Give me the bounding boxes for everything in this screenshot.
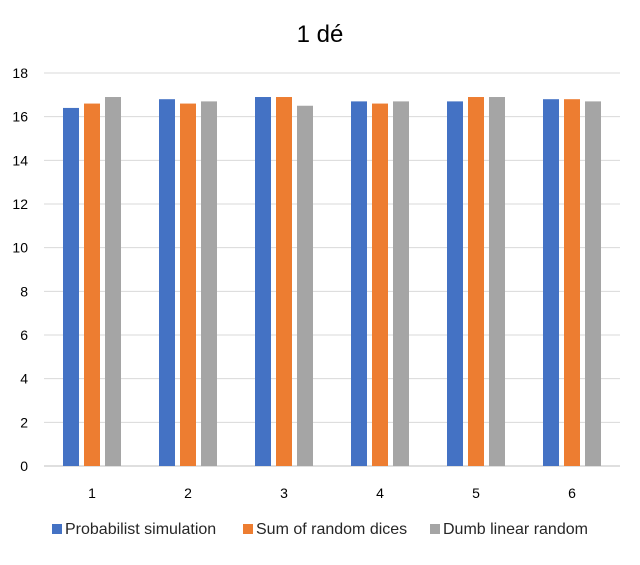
bar-1-3	[255, 97, 271, 467]
x-axis-tick-labels: 1 2 3 4 5 6	[88, 485, 576, 501]
legend-label: Dumb linear random	[443, 521, 588, 538]
legend-swatch	[430, 524, 440, 534]
x-tick-label: 6	[568, 485, 576, 501]
y-tick-label: 14	[12, 152, 28, 168]
bar-1-2	[159, 99, 175, 466]
x-tick-label: 3	[280, 485, 288, 501]
x-tick-label: 2	[184, 485, 192, 501]
bars	[63, 97, 601, 467]
x-tick-label: 4	[376, 485, 384, 501]
bar-3-4	[393, 101, 409, 466]
bar-3-1	[105, 97, 121, 467]
bar-3-6	[585, 101, 601, 466]
y-tick-label: 0	[20, 458, 28, 474]
bar-2-1	[84, 103, 100, 467]
legend: Probabilist simulation Sum of random dice…	[52, 521, 588, 538]
bar-2-2	[180, 103, 196, 467]
bar-3-5	[489, 97, 505, 467]
y-tick-label: 16	[12, 109, 28, 125]
gridlines	[44, 72, 620, 467]
chart-title: 1 dé	[297, 21, 344, 48]
bar-2-5	[468, 97, 484, 467]
y-tick-label: 6	[20, 327, 28, 343]
bar-1-6	[543, 99, 559, 466]
x-tick-label: 5	[472, 485, 480, 501]
bar-1-5	[447, 101, 463, 466]
y-tick-label: 4	[20, 371, 28, 387]
bar-2-6	[564, 99, 580, 466]
y-tick-label: 2	[20, 414, 28, 430]
y-tick-label: 8	[20, 283, 28, 299]
bar-3-2	[201, 101, 217, 466]
bar-2-4	[372, 103, 388, 467]
x-tick-label: 1	[88, 485, 96, 501]
y-tick-label: 10	[12, 240, 28, 256]
y-tick-label: 12	[12, 196, 28, 212]
bar-2-3	[276, 97, 292, 467]
y-axis-tick-labels: 0 2 4 6 8 10 12 14 16 18	[12, 65, 28, 474]
legend-label: Probabilist simulation	[65, 521, 216, 538]
bar-3-3	[297, 105, 313, 466]
legend-label: Sum of random dices	[256, 521, 407, 538]
legend-swatch	[243, 524, 253, 534]
legend-swatch	[52, 524, 62, 534]
bar-1-1	[63, 107, 79, 466]
bar-1-4	[351, 101, 367, 466]
y-tick-label: 18	[12, 65, 28, 81]
